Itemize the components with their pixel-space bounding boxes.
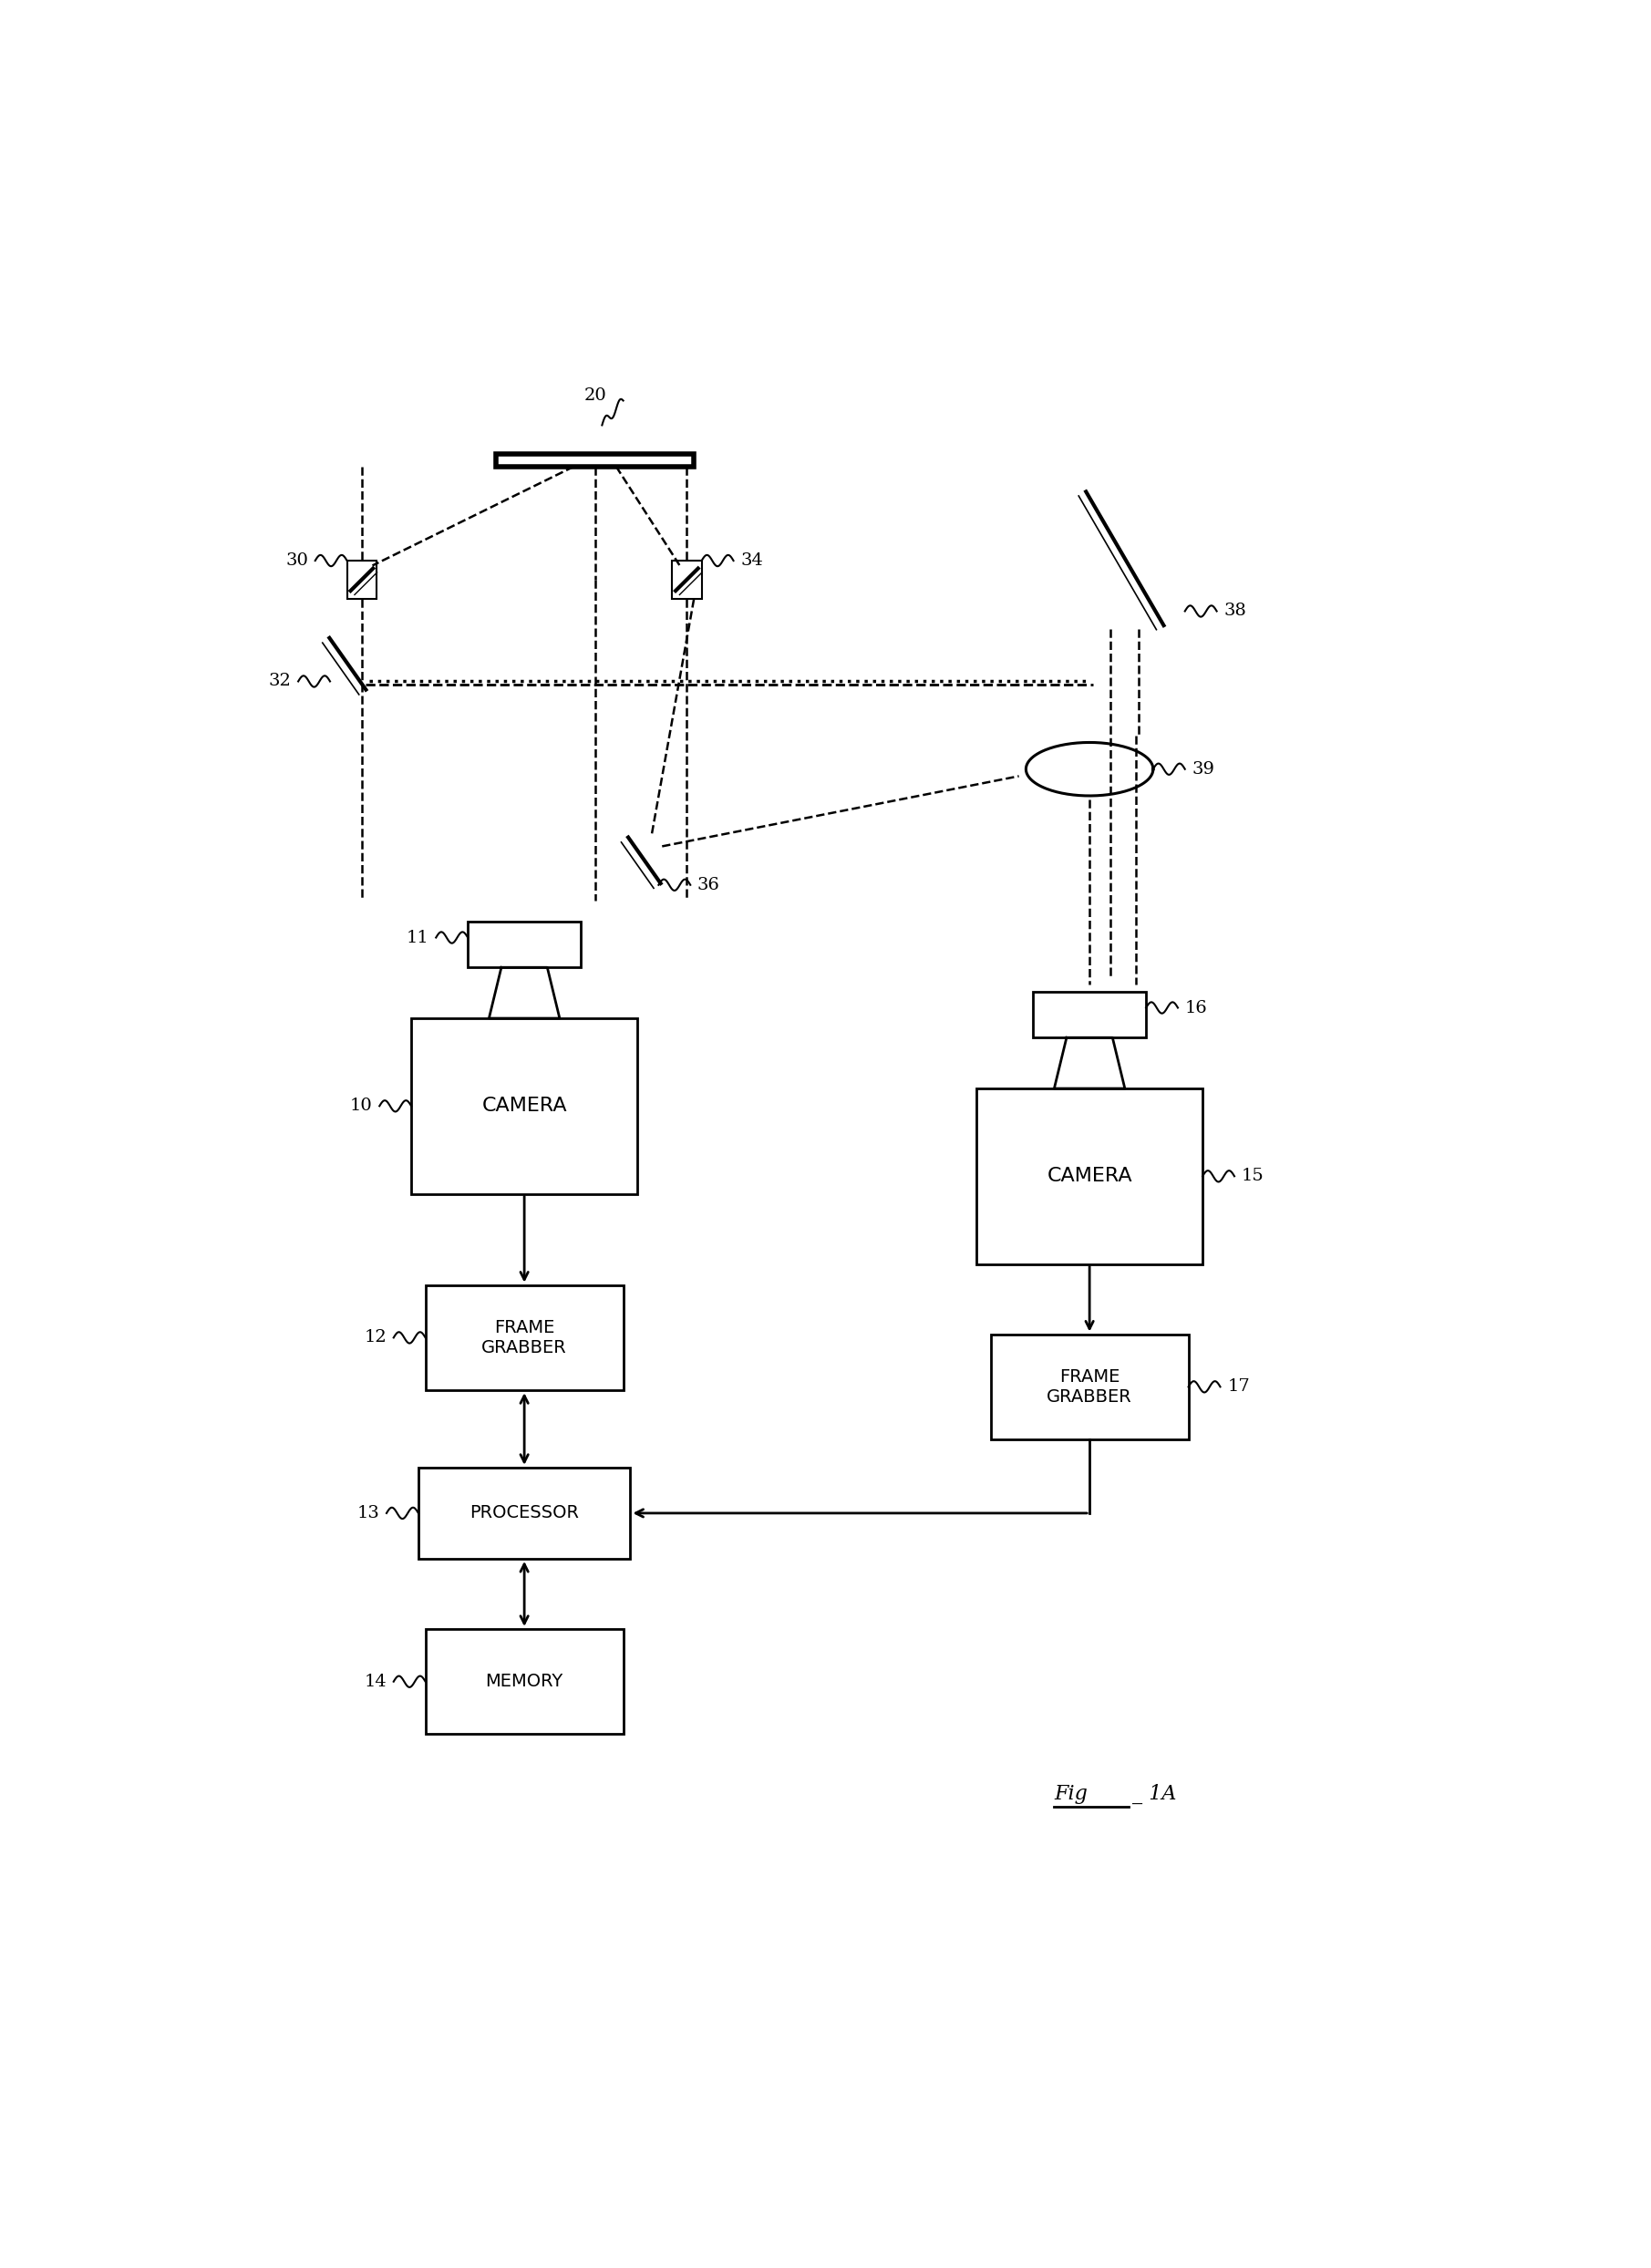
Text: FRAME
GRABBER: FRAME GRABBER: [482, 1320, 566, 1356]
Text: 34: 34: [741, 553, 763, 569]
Bar: [1034, 991, 1146, 1036]
Text: MEMORY: MEMORY: [485, 1674, 563, 1690]
Bar: [418, 1467, 631, 1558]
Text: 17: 17: [1227, 1379, 1250, 1395]
Text: 11: 11: [406, 930, 429, 946]
Bar: [672, 560, 702, 599]
Text: 12: 12: [363, 1329, 386, 1345]
Bar: [991, 1334, 1189, 1440]
Text: 14: 14: [363, 1674, 386, 1690]
Text: 20: 20: [584, 388, 606, 404]
Text: 13: 13: [357, 1506, 380, 1522]
Text: 30: 30: [286, 553, 309, 569]
Text: 10: 10: [350, 1098, 373, 1114]
Bar: [495, 454, 693, 467]
Text: 38: 38: [1223, 603, 1247, 619]
Bar: [411, 1018, 637, 1193]
Text: _ 1A: _ 1A: [1133, 1785, 1176, 1803]
Bar: [467, 921, 581, 968]
Bar: [426, 1286, 622, 1390]
Text: 39: 39: [1192, 760, 1215, 778]
Bar: [426, 1628, 622, 1735]
Text: CAMERA: CAMERA: [1047, 1168, 1133, 1186]
Text: 36: 36: [697, 878, 720, 894]
Text: Fig: Fig: [1055, 1785, 1088, 1803]
Text: CAMERA: CAMERA: [482, 1098, 566, 1116]
Text: 32: 32: [269, 674, 291, 689]
Text: FRAME
GRABBER: FRAME GRABBER: [1047, 1368, 1133, 1406]
Bar: [976, 1089, 1202, 1263]
Text: 15: 15: [1242, 1168, 1265, 1184]
Text: PROCESSOR: PROCESSOR: [469, 1504, 580, 1522]
Bar: [347, 560, 376, 599]
Text: 16: 16: [1185, 1000, 1207, 1016]
